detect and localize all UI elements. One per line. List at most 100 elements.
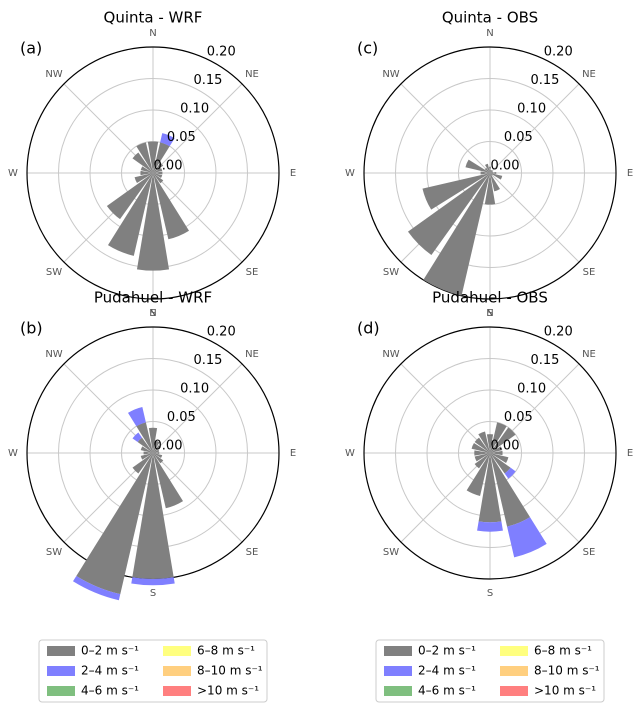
r-tick-label: 0.10 bbox=[180, 381, 209, 396]
wind-bar bbox=[127, 406, 146, 427]
r-tick-label: 0.15 bbox=[530, 73, 559, 88]
legend-swatch bbox=[163, 646, 191, 656]
legend-swatch bbox=[500, 646, 528, 656]
wind-bar bbox=[490, 427, 516, 453]
wind-bar bbox=[136, 142, 153, 173]
wind-bar bbox=[422, 173, 490, 210]
r-tick-label: 0.20 bbox=[544, 324, 573, 339]
r-tick-label: 0.20 bbox=[207, 324, 236, 339]
panel-label: (c) bbox=[357, 39, 378, 58]
direction-label: SW bbox=[383, 267, 399, 278]
wind-bar bbox=[486, 434, 494, 453]
wind-bar bbox=[490, 169, 492, 173]
wind-bar bbox=[136, 422, 153, 453]
direction-label: N bbox=[149, 28, 156, 39]
r-tick-label: 0.05 bbox=[504, 130, 533, 145]
direction-label: NW bbox=[382, 69, 399, 80]
legend-label: >10 m s⁻¹ bbox=[197, 684, 259, 698]
legend-label: 4–6 m s⁻¹ bbox=[81, 684, 139, 698]
wind-bar bbox=[132, 453, 153, 474]
grid-ring bbox=[395, 78, 585, 268]
direction-label: N bbox=[149, 308, 156, 319]
r-tick-label: 0.10 bbox=[517, 101, 546, 116]
wind-bar bbox=[484, 163, 490, 173]
wind-bar bbox=[480, 171, 490, 175]
wind-bar bbox=[484, 173, 496, 205]
wind-bar bbox=[490, 446, 503, 453]
wind-bar bbox=[490, 453, 509, 464]
direction-label: NE bbox=[245, 69, 259, 80]
legend-box bbox=[375, 639, 605, 703]
direction-label: N bbox=[486, 308, 493, 319]
r-tick-label: 0.10 bbox=[517, 381, 546, 396]
direction-label: W bbox=[8, 448, 18, 459]
wind-bar bbox=[490, 173, 501, 192]
wind-bar bbox=[484, 167, 490, 173]
legend-label: >10 m s⁻¹ bbox=[534, 684, 596, 698]
wind-bar bbox=[153, 162, 164, 173]
r-tick-label: 0.05 bbox=[504, 410, 533, 425]
legend-box bbox=[38, 639, 268, 703]
outer-ring bbox=[363, 326, 617, 580]
wind-bar bbox=[466, 453, 490, 496]
wind-bar bbox=[134, 173, 153, 184]
wind-bar bbox=[153, 453, 184, 509]
chart-title: Quinta - WRF bbox=[104, 9, 203, 27]
wind-bar bbox=[153, 173, 164, 184]
legend-label: 4–6 m s⁻¹ bbox=[418, 684, 476, 698]
direction-label: E bbox=[290, 448, 296, 459]
r-tick-label: 0.00 bbox=[491, 439, 520, 454]
wind-bar bbox=[153, 171, 163, 175]
wind-bar bbox=[490, 453, 511, 474]
wind-bar bbox=[474, 437, 490, 453]
wind-bar bbox=[132, 432, 143, 443]
legend-label: 6–8 m s⁻¹ bbox=[534, 644, 592, 658]
wind-bar bbox=[478, 431, 490, 453]
r-tick-label: 0.15 bbox=[530, 353, 559, 368]
legend-label: 6–8 m s⁻¹ bbox=[197, 644, 255, 658]
chart-title: Pudahuel - WRF bbox=[94, 289, 212, 307]
wind-bar bbox=[153, 453, 164, 464]
wind-bar bbox=[490, 173, 503, 180]
legend-swatch bbox=[47, 666, 75, 676]
wind-bar bbox=[140, 453, 153, 460]
chart-title: Pudahuel - OBS bbox=[432, 289, 548, 307]
r-tick-label: 0.00 bbox=[154, 439, 183, 454]
wind-bar bbox=[490, 170, 493, 173]
grid-ring bbox=[395, 358, 585, 548]
direction-label: NW bbox=[382, 349, 399, 360]
panel-label: (b) bbox=[20, 319, 43, 338]
wind-bar bbox=[153, 173, 163, 179]
wind-bar bbox=[490, 453, 531, 527]
wind-bar bbox=[153, 142, 170, 173]
r-tick-label: 0.20 bbox=[544, 44, 573, 59]
legend-swatch bbox=[384, 666, 412, 676]
wind-bar bbox=[72, 575, 121, 601]
wind-bar bbox=[148, 427, 158, 453]
direction-label: S bbox=[487, 308, 493, 319]
wind-bar bbox=[140, 446, 153, 453]
legend-label: 2–4 m s⁻¹ bbox=[418, 664, 476, 678]
wind-bar bbox=[107, 173, 153, 256]
wind-bar bbox=[474, 453, 490, 462]
legend-swatch bbox=[500, 686, 528, 696]
wind-bar bbox=[143, 451, 153, 455]
wind-bar bbox=[140, 166, 153, 173]
direction-label: SW bbox=[46, 267, 62, 278]
direction-label: W bbox=[8, 168, 18, 179]
wind-bar bbox=[106, 173, 153, 220]
direction-label: NW bbox=[45, 69, 62, 80]
wind-bar bbox=[136, 173, 170, 271]
direction-label: E bbox=[290, 168, 296, 179]
direction-label: E bbox=[627, 448, 633, 459]
wind-bar bbox=[153, 449, 160, 453]
direction-label: E bbox=[627, 168, 633, 179]
outer-ring bbox=[26, 46, 280, 300]
wind-bar bbox=[153, 440, 160, 453]
wind-bar bbox=[76, 453, 153, 595]
direction-label: SE bbox=[583, 267, 596, 278]
grid-ring bbox=[426, 109, 554, 237]
direction-label: SE bbox=[246, 547, 259, 558]
wind-bar bbox=[137, 437, 153, 453]
